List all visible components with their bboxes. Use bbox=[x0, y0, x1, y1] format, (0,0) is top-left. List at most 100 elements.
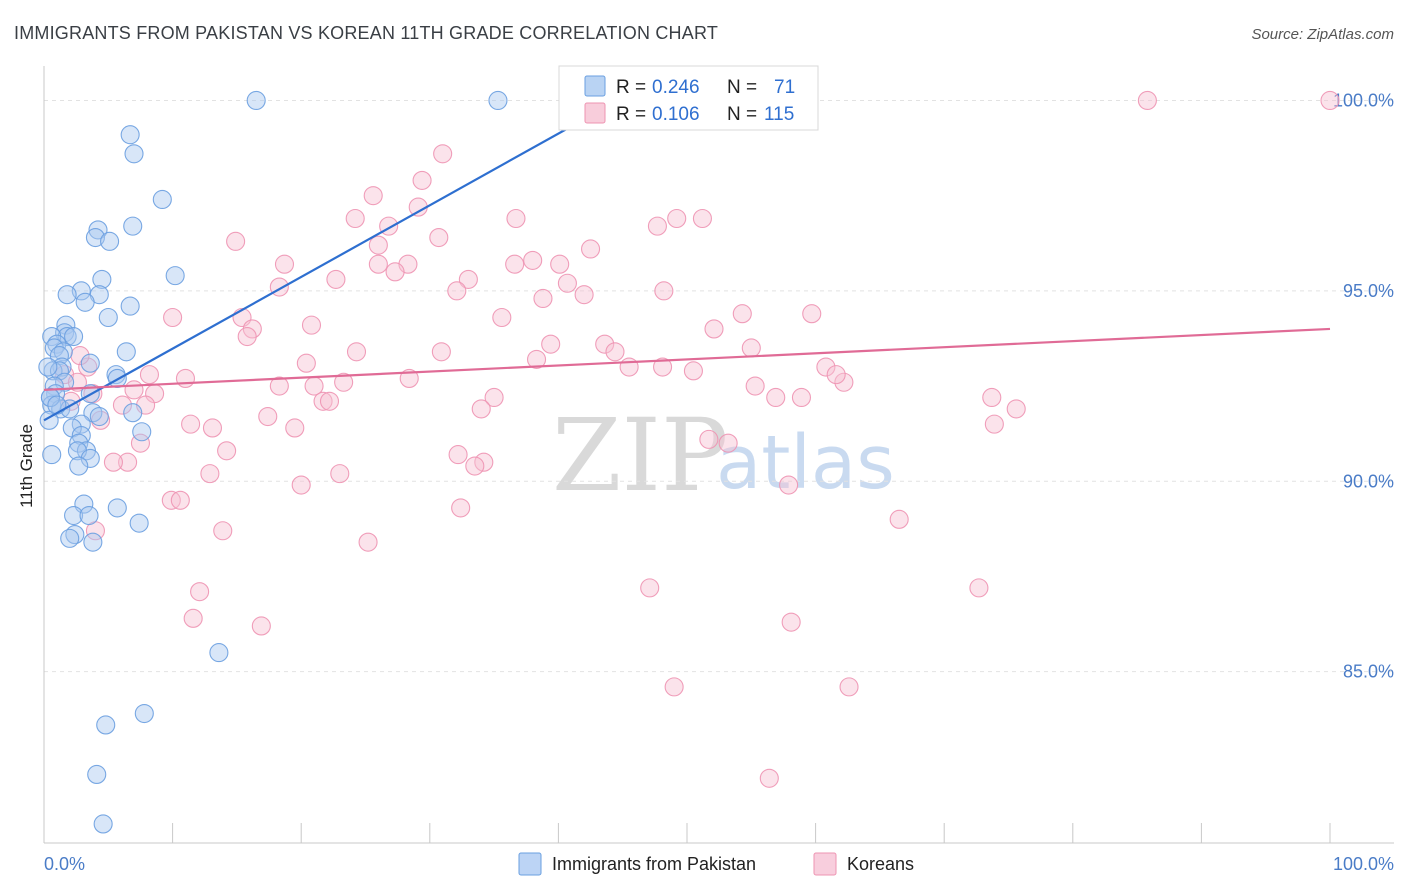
legend-swatch-koreans bbox=[584, 102, 606, 124]
bottom-legend-label-koreans: Koreans bbox=[847, 854, 914, 874]
korean-point bbox=[358, 532, 378, 552]
korean-point bbox=[163, 307, 183, 328]
korean-point bbox=[779, 475, 799, 495]
korean-point bbox=[802, 304, 822, 324]
korean-point bbox=[313, 391, 333, 411]
korean-point bbox=[429, 227, 449, 248]
legend-n-label: N = bbox=[727, 104, 762, 125]
korean-point bbox=[319, 391, 340, 411]
korean-point bbox=[741, 338, 761, 358]
pakistan-point bbox=[134, 703, 154, 724]
pakistan-point bbox=[65, 525, 85, 545]
chart-title: IMMIGRANTS FROM PAKISTAN VS KOREAN 11TH … bbox=[14, 23, 718, 43]
legend-r-label: R = bbox=[616, 104, 651, 125]
korean-point bbox=[647, 216, 667, 236]
korean-point bbox=[982, 387, 1002, 408]
trend-lines bbox=[43, 126, 1331, 422]
pakistan-point bbox=[89, 406, 109, 427]
korean-point bbox=[296, 353, 316, 373]
korean-point bbox=[984, 414, 1004, 434]
pakistan-point bbox=[71, 426, 91, 446]
korean-point bbox=[826, 365, 846, 385]
legend-swatch-pakistan bbox=[584, 75, 606, 97]
korean-point bbox=[839, 677, 859, 697]
korean-point bbox=[269, 376, 289, 396]
pakistan-point bbox=[57, 285, 77, 305]
pakistan-point bbox=[92, 269, 112, 289]
korean-point bbox=[692, 208, 712, 229]
correlation-legend: R = 0.246 N = 71 R = 0.106 N = 115 bbox=[558, 65, 819, 131]
korean-point bbox=[654, 281, 674, 301]
korean-point bbox=[745, 376, 765, 396]
korean-point bbox=[301, 315, 322, 335]
korean-point bbox=[412, 170, 432, 190]
pakistan-point bbox=[80, 353, 100, 373]
korean-point bbox=[345, 208, 365, 229]
pakistan-points bbox=[38, 90, 508, 834]
korean-point bbox=[448, 445, 468, 465]
pakistan-point bbox=[57, 327, 77, 347]
series-legend: Immigrants from Pakistan Koreans bbox=[518, 852, 914, 876]
korean-point bbox=[505, 254, 525, 274]
korean-point bbox=[181, 414, 201, 434]
korean-point bbox=[200, 464, 220, 484]
legend-row-pakistan: R = 0.246 N = 71 bbox=[584, 75, 795, 98]
korean-point bbox=[484, 387, 504, 408]
pakistan-point bbox=[120, 125, 140, 145]
korean-point bbox=[605, 342, 625, 362]
korean-point bbox=[213, 521, 233, 541]
korean-point bbox=[112, 395, 132, 415]
korean-point bbox=[653, 357, 673, 377]
pakistan-point bbox=[69, 456, 89, 476]
korean-point bbox=[791, 387, 812, 408]
pakistan-point bbox=[60, 528, 80, 548]
koreans-points bbox=[55, 90, 1340, 788]
pakistan-point bbox=[152, 189, 172, 210]
y-tick-label: 100.0% bbox=[1333, 90, 1394, 110]
pakistan-point bbox=[87, 764, 107, 785]
korean-point bbox=[139, 365, 160, 385]
korean-point bbox=[526, 349, 547, 369]
y-tick-label: 95.0% bbox=[1343, 281, 1394, 301]
korean-point bbox=[183, 608, 203, 628]
pakistan-point bbox=[100, 231, 120, 251]
pakistan-point bbox=[83, 532, 103, 552]
x-tick-labels: 0.0% 100.0% bbox=[44, 854, 1394, 874]
korean-point bbox=[640, 578, 660, 598]
korean-point bbox=[217, 441, 237, 461]
korean-point bbox=[226, 231, 246, 251]
korean-point bbox=[574, 285, 594, 305]
pakistan-trend-line bbox=[43, 126, 571, 422]
pakistan-point bbox=[53, 342, 73, 362]
gridlines bbox=[44, 99, 1394, 673]
korean-point bbox=[759, 768, 779, 788]
korean-point bbox=[190, 582, 210, 602]
korean-point bbox=[523, 250, 543, 270]
korean-point bbox=[492, 307, 512, 328]
korean-point bbox=[580, 239, 601, 259]
korean-point bbox=[1320, 90, 1340, 111]
korean-point bbox=[334, 372, 354, 392]
source-label: Source: ZipAtlas.com bbox=[1251, 26, 1394, 43]
korean-point bbox=[291, 475, 311, 495]
korean-point bbox=[465, 456, 485, 476]
pakistan-point bbox=[64, 327, 84, 347]
pakistan-point bbox=[75, 292, 95, 312]
korean-point bbox=[1137, 90, 1157, 111]
korean-point bbox=[683, 361, 703, 381]
watermark: ZIP atlas bbox=[552, 397, 895, 514]
pakistan-point bbox=[488, 90, 508, 111]
y-tick-label: 85.0% bbox=[1343, 662, 1394, 682]
pakistan-point bbox=[38, 357, 58, 377]
pakistan-point bbox=[47, 395, 67, 415]
korean-point bbox=[506, 208, 526, 229]
pakistan-point bbox=[123, 403, 143, 423]
korean-point bbox=[557, 273, 577, 293]
pakistan-point bbox=[165, 266, 185, 286]
korean-point bbox=[258, 406, 278, 427]
korean-point bbox=[1006, 399, 1026, 419]
legend-r-label: R = bbox=[616, 77, 651, 98]
pakistan-point bbox=[69, 433, 89, 453]
korean-point bbox=[433, 144, 453, 164]
korean-point bbox=[274, 254, 295, 274]
